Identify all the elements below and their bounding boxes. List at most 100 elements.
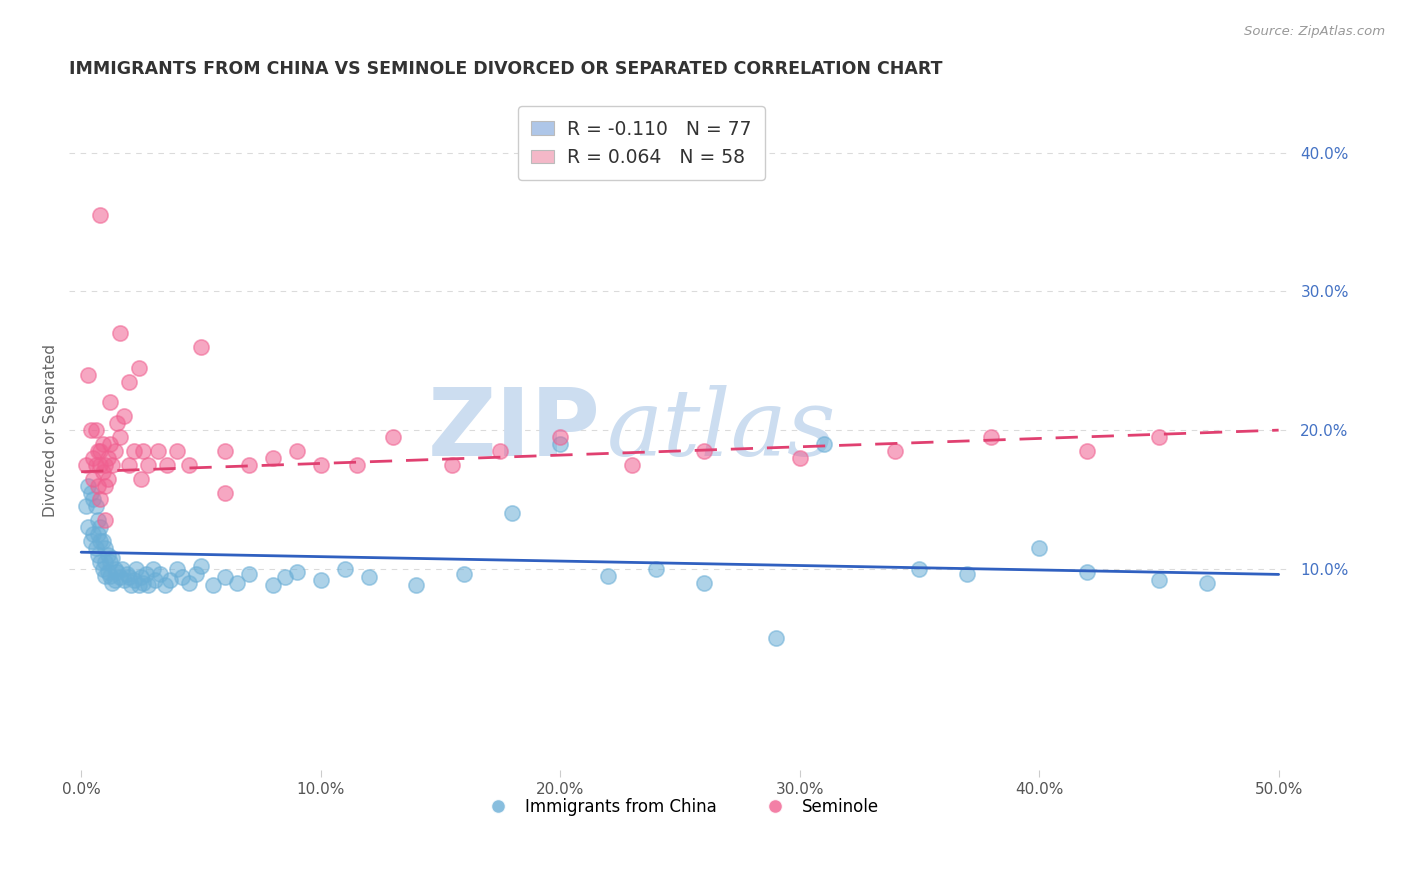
- Point: [1028, 541, 1050, 555]
- Point: [80, 534, 103, 549]
- Point: [84, 458, 107, 472]
- Point: [177, 575, 200, 590]
- Point: [84, 423, 107, 437]
- Point: [89, 492, 111, 507]
- Point: [87, 444, 110, 458]
- Point: [105, 416, 128, 430]
- Point: [82, 492, 104, 507]
- Point: [177, 458, 200, 472]
- Point: [129, 570, 152, 584]
- Point: [84, 500, 107, 514]
- Point: [765, 631, 787, 645]
- Point: [96, 548, 118, 562]
- Point: [89, 208, 111, 222]
- Point: [118, 375, 141, 389]
- Point: [101, 550, 124, 565]
- Point: [908, 562, 931, 576]
- Point: [956, 567, 979, 582]
- Point: [190, 340, 212, 354]
- Point: [129, 472, 152, 486]
- Point: [153, 578, 176, 592]
- Point: [96, 565, 118, 579]
- Point: [87, 478, 110, 492]
- Point: [201, 578, 224, 592]
- Point: [132, 444, 155, 458]
- Point: [548, 430, 571, 444]
- Point: [118, 570, 141, 584]
- Point: [89, 520, 111, 534]
- Point: [108, 570, 131, 584]
- Point: [149, 567, 172, 582]
- Point: [87, 548, 110, 562]
- Point: [190, 559, 212, 574]
- Point: [91, 465, 114, 479]
- Point: [82, 472, 104, 486]
- Point: [238, 458, 260, 472]
- Point: [89, 555, 111, 569]
- Point: [94, 478, 117, 492]
- Point: [89, 458, 111, 472]
- Point: [77, 368, 100, 382]
- Point: [135, 567, 157, 582]
- Point: [75, 458, 97, 472]
- Point: [405, 578, 427, 592]
- Point: [94, 458, 117, 472]
- Point: [112, 409, 135, 424]
- Point: [87, 527, 110, 541]
- Point: [98, 437, 121, 451]
- Point: [1195, 575, 1218, 590]
- Point: [98, 555, 121, 569]
- Point: [146, 444, 169, 458]
- Point: [128, 578, 150, 592]
- Point: [381, 430, 404, 444]
- Point: [596, 569, 619, 583]
- Point: [621, 458, 644, 472]
- Point: [98, 395, 121, 409]
- Point: [94, 513, 117, 527]
- Point: [128, 360, 150, 375]
- Point: [441, 458, 464, 472]
- Point: [789, 450, 811, 465]
- Point: [77, 478, 100, 492]
- Point: [121, 578, 143, 592]
- Point: [118, 458, 141, 472]
- Point: [80, 485, 103, 500]
- Point: [122, 444, 145, 458]
- Point: [166, 444, 188, 458]
- Point: [166, 562, 188, 576]
- Point: [87, 513, 110, 527]
- Point: [104, 444, 127, 458]
- Point: [285, 444, 308, 458]
- Point: [159, 573, 181, 587]
- Point: [1076, 444, 1098, 458]
- Text: atlas: atlas: [606, 385, 837, 475]
- Point: [122, 573, 145, 587]
- Point: [77, 520, 100, 534]
- Point: [453, 567, 475, 582]
- Point: [136, 458, 159, 472]
- Point: [108, 430, 131, 444]
- Point: [96, 472, 118, 486]
- Point: [489, 444, 512, 458]
- Point: [105, 565, 128, 579]
- Point: [94, 541, 117, 555]
- Point: [1076, 565, 1098, 579]
- Point: [357, 570, 380, 584]
- Point: [75, 500, 97, 514]
- Point: [91, 534, 114, 549]
- Point: [346, 458, 368, 472]
- Legend: Immigrants from China, Seminole: Immigrants from China, Seminole: [475, 791, 886, 822]
- Point: [125, 562, 148, 576]
- Point: [156, 458, 179, 472]
- Point: [80, 423, 103, 437]
- Point: [101, 458, 124, 472]
- Point: [262, 578, 284, 592]
- Point: [285, 565, 308, 579]
- Point: [145, 573, 167, 587]
- Text: ZIP: ZIP: [427, 384, 600, 476]
- Point: [238, 567, 260, 582]
- Point: [693, 444, 716, 458]
- Point: [309, 573, 332, 587]
- Point: [501, 507, 523, 521]
- Point: [170, 570, 193, 584]
